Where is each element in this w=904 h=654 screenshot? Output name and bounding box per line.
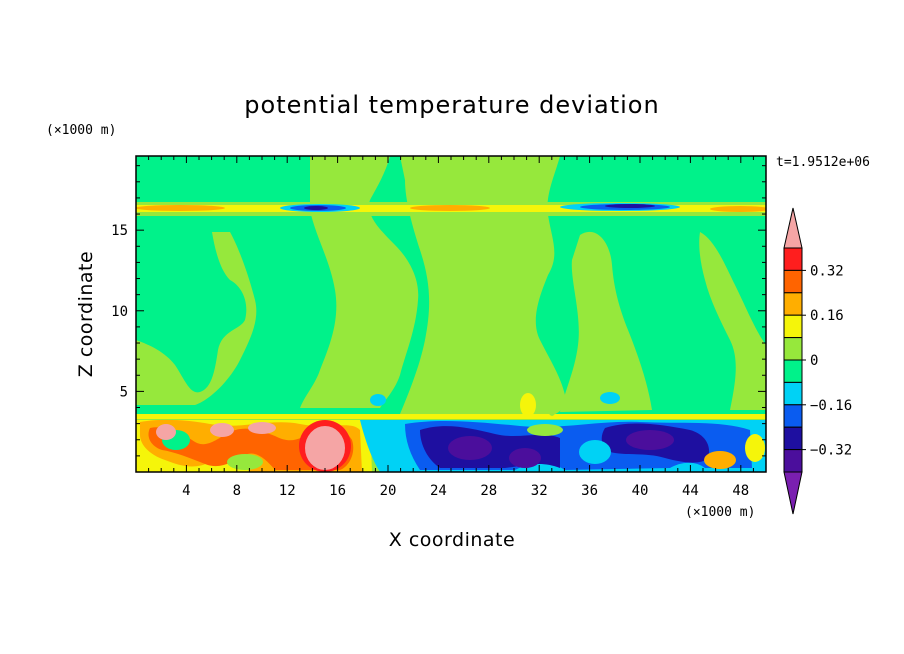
band-upper-orange-mid — [410, 205, 490, 211]
x-tick-label: 40 — [632, 483, 649, 499]
x-tick-label: 24 — [430, 483, 447, 499]
colorbar-extend-min — [783, 471, 803, 515]
colorbar-box — [783, 404, 803, 428]
band-upper-orange-right — [710, 206, 766, 212]
colorbar-box — [783, 381, 803, 406]
contour-region-pos-center2 — [400, 156, 566, 414]
warm-pink-blob-2 — [210, 423, 234, 437]
cold-purple-1 — [448, 436, 492, 460]
cold-cyan-patch — [579, 440, 611, 464]
contour-region-pos-left — [136, 232, 257, 405]
cold-green-spike — [546, 380, 558, 416]
y-unit-label: (×1000 m) — [46, 123, 116, 138]
chart-title: potential temperature deviation — [244, 91, 659, 119]
cyan-spot-2 — [370, 394, 386, 406]
cold-purple-3 — [626, 430, 674, 450]
warm-pink-core — [305, 426, 345, 470]
x-tick-label: 12 — [279, 483, 296, 499]
warm-green-patch — [227, 454, 263, 470]
colorbar-label: −0.32 — [810, 443, 852, 459]
x-axis-label: X coordinate — [389, 529, 515, 551]
y-axis-label: Z coordinate — [75, 251, 97, 377]
colorbar-label: 0.16 — [810, 308, 844, 324]
x-tick-label: 20 — [380, 483, 397, 499]
band-upper-orange-left — [136, 205, 225, 211]
colorbar-label: 0 — [810, 353, 818, 369]
cold-yellow-spike — [520, 393, 536, 417]
cold-yellow-patch — [745, 434, 765, 462]
colorbar-box — [783, 337, 803, 361]
colorbar-box — [783, 359, 803, 383]
colorbar-box — [783, 314, 803, 339]
x-tick-label: 28 — [480, 483, 497, 499]
x-tick-label: 4 — [182, 483, 190, 499]
x-tick-label: 32 — [531, 483, 548, 499]
colorbar-label: 0.32 — [810, 263, 844, 279]
y-tick-label: 10 — [111, 304, 128, 320]
x-tick-label: 36 — [581, 483, 598, 499]
colorbar-label: −0.16 — [810, 398, 852, 414]
colorbar: 0.32 0.16 0 −0.16 −0.32 — [783, 207, 852, 515]
x-tick-label: 44 — [682, 483, 699, 499]
x-tick-label: 8 — [233, 483, 241, 499]
band-upper-navy-1 — [304, 206, 328, 210]
colorbar-box — [783, 426, 803, 451]
plot-area — [136, 156, 766, 472]
cold-green-patch — [527, 424, 563, 436]
band-upper-navy-2 — [605, 204, 655, 208]
colorbar-box — [783, 449, 803, 473]
colorbar-box — [783, 247, 803, 271]
colorbar-box — [783, 269, 803, 294]
x-tick-label: 16 — [329, 483, 346, 499]
boundary-layer-top-yellow — [136, 414, 766, 419]
cold-orange-patch — [704, 451, 736, 469]
y-tick-label: 5 — [120, 384, 128, 400]
y-tick-label: 15 — [111, 223, 128, 239]
warm-pink-blob-1 — [156, 424, 176, 440]
x-axis: 4 8 12 16 20 24 28 32 36 40 44 48 — [148, 156, 754, 499]
colorbar-extend-max — [783, 207, 803, 249]
contour-region-pos-center — [300, 156, 419, 408]
colorbar-box — [783, 292, 803, 316]
x-tick-label: 48 — [732, 483, 749, 499]
y-axis: 5 10 15 — [111, 165, 766, 457]
cyan-spot-1 — [600, 392, 620, 404]
time-label: t=1.9512e+06 — [776, 155, 870, 170]
warm-red-left — [148, 426, 354, 470]
contour-region-pos-right2 — [699, 232, 766, 410]
warm-pink-blob-3 — [248, 422, 276, 434]
contour-region-pos-right — [560, 231, 652, 412]
cold-purple-2 — [509, 448, 541, 468]
x-unit-label: (×1000 m) — [685, 505, 755, 520]
